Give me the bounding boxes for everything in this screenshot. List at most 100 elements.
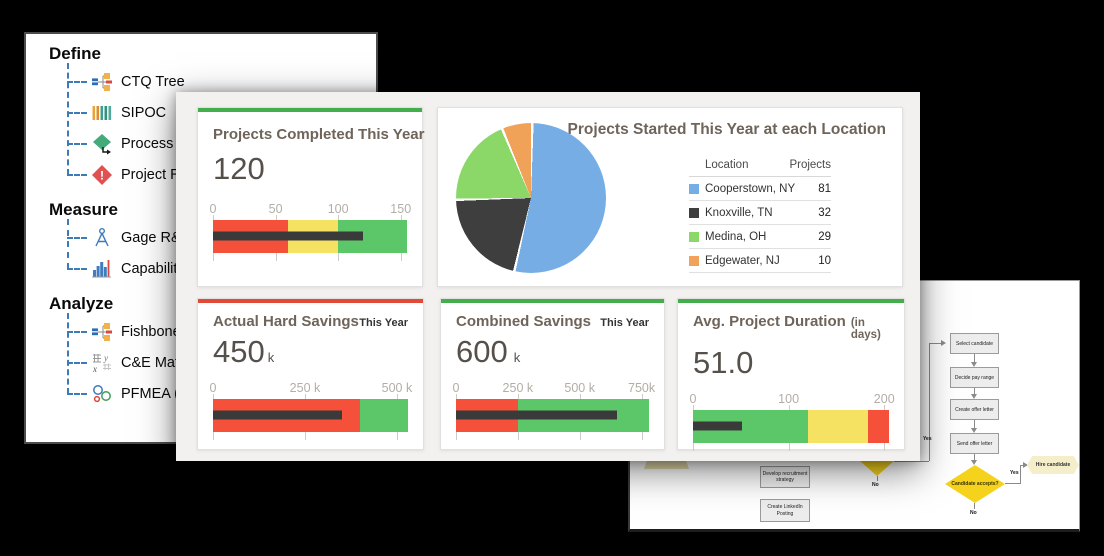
tree-item-gage-r-r[interactable]: Gage R&R	[67, 222, 376, 253]
sipoc-icon	[91, 102, 113, 124]
axis-tick-label: 0	[689, 391, 697, 406]
tree-connector	[67, 111, 87, 114]
tree-item-label: Gage R&R	[121, 229, 192, 246]
pie-card-projects-started[interactable]: Projects Started This Year at each Locat…	[437, 107, 903, 287]
tree-connector	[67, 361, 87, 364]
flow-connector	[877, 476, 878, 481]
axis-tick-label: 0	[209, 201, 217, 216]
card-period-label: This Year	[359, 317, 408, 329]
legend-swatch	[689, 231, 699, 242]
yes-branch-label: Yes	[923, 436, 932, 442]
tree-item-label: Fishbone	[121, 323, 181, 340]
axis-tick-label: 500 k	[564, 380, 595, 395]
arrow-right-icon	[1023, 462, 1028, 468]
bullet-chart-hard-savings: 0 250 k 500 k	[210, 380, 413, 440]
card-accent-bar	[198, 299, 423, 303]
legend-swatch	[689, 255, 699, 266]
tree-item-sipoc[interactable]: SIPOC	[67, 97, 376, 128]
project-risk-icon: !	[91, 164, 113, 186]
flow-connector	[1020, 465, 1025, 466]
legend-value: 81	[818, 182, 831, 195]
flow-terminal-hire-candidate[interactable]: Hire candidate	[1027, 456, 1079, 474]
card-title: Actual Hard Savings	[213, 313, 359, 330]
pie-legend: Location Projects Cooperstown, NY 81 Knoxv…	[689, 154, 831, 273]
axis-tick-label: 0	[452, 380, 460, 395]
svg-text:y: y	[103, 353, 108, 363]
axis-tick-label: 250 k	[502, 380, 534, 395]
flow-connector	[974, 420, 975, 428]
tree-connector	[67, 173, 87, 176]
card-title: Combined Savings	[456, 313, 592, 330]
flow-decision-candidate-accepts[interactable]: Candidate accepts?	[945, 465, 1005, 503]
bullet-axis: 0 100 200	[689, 391, 895, 410]
bullet-measure-bar	[213, 410, 342, 420]
tree-item-fishbone[interactable]: Fishbone	[67, 316, 376, 347]
card-title: Avg. Project Duration	[693, 313, 846, 330]
tree-item-label: SIPOC	[121, 104, 167, 121]
tree-connector	[67, 142, 87, 145]
flow-step-create-linkedin-posting[interactable]: Create LinkedIn Posting	[760, 499, 810, 522]
flow-connector	[974, 503, 975, 509]
flow-connector	[1020, 465, 1021, 484]
legend-value: 10	[818, 254, 831, 267]
yes-branch-label: Yes	[1010, 470, 1019, 476]
bullet-axis: 0 250 k 500 k 750k	[452, 380, 656, 399]
tree-item-label: CTQ Tree	[121, 73, 185, 90]
legend-header-location: Location	[705, 159, 749, 171]
fishbone-icon	[91, 321, 113, 343]
arrow-down-icon	[971, 460, 977, 465]
bullet-measure-bar	[213, 231, 364, 241]
bullet-bar	[213, 214, 407, 261]
kpi-value: 450 k	[213, 334, 275, 369]
flow-step-decide-pay-range[interactable]: Decide pay range	[950, 367, 999, 388]
flow-step-create-offer-letter[interactable]: Create offer letter	[950, 399, 999, 420]
axis-tick-label: 100	[327, 201, 349, 216]
tree-connector	[67, 392, 87, 395]
pie-legend-body: Cooperstown, NY 81 Knoxville, TN 32 Medina, …	[689, 177, 831, 273]
legend-header-projects: Projects	[789, 159, 831, 171]
legend-row: Knoxville, TN 32	[689, 201, 831, 225]
bullet-chart-projects-completed: 0 50 100 150	[209, 201, 411, 261]
pie-chart[interactable]	[456, 123, 606, 273]
pfmea-icon	[91, 383, 113, 405]
legend-label: Medina, OH	[705, 230, 767, 243]
card-period-label: This Year	[600, 317, 649, 329]
flow-connector	[1005, 483, 1020, 484]
flow-step-develop-recruitment-strategy[interactable]: Develop recruitment strategy	[760, 466, 810, 488]
kpi-card-projects-completed[interactable]: Projects Completed This Year 120 0 50 100 1…	[197, 107, 425, 287]
legend-label: Edgewater, NJ	[705, 254, 780, 267]
tree-connector	[67, 330, 87, 333]
kpi-value: 120	[213, 151, 265, 186]
tree-connector	[67, 267, 87, 270]
axis-tick-label: 200	[873, 391, 895, 406]
tree-item-ctq-tree[interactable]: CTQ Tree	[67, 66, 376, 97]
flow-connector	[929, 343, 941, 344]
kpi-value: 51.0	[693, 345, 754, 380]
kpi-card-actual-hard-savings[interactable]: Actual Hard Savings This Year 450 k 0 250 …	[197, 298, 424, 450]
kpi-card-combined-savings[interactable]: Combined Savings This Year 600 k 0 250 k 50…	[440, 298, 665, 450]
tree-section-title: Measure	[49, 200, 118, 219]
process-map-icon	[91, 133, 113, 155]
card-title: Projects Completed This Year	[213, 126, 425, 143]
tree-item-c-e-matrix[interactable]: y x C&E Matrix	[67, 347, 376, 378]
ctq-tree-icon	[91, 71, 113, 93]
flow-connector	[974, 454, 975, 460]
bullet-range-band	[360, 398, 408, 432]
bullet-chart-combined-savings: 0 250 k 500 k 750k	[452, 380, 656, 440]
no-branch-label: No	[970, 510, 977, 516]
bullet-axis: 0 250 k 500 k	[210, 380, 413, 399]
bullet-measure-bar	[693, 421, 742, 431]
tree-section-items: Gage R&R Capability	[67, 219, 376, 284]
axis-tick-label: 100	[778, 391, 800, 406]
legend-row: Medina, OH 29	[689, 225, 831, 249]
bullet-range-band	[807, 409, 868, 443]
tree: Define CTQ Tree SIPOC Process Map! Project R…	[26, 34, 376, 442]
axis-tick-label: 250 k	[289, 380, 321, 395]
legend-label: Cooperstown, NY	[705, 182, 796, 195]
tree-item-capability[interactable]: Capability	[67, 253, 376, 284]
kpi-card-avg-project-duration[interactable]: Avg. Project Duration (in days) 51.0 0 10…	[677, 298, 905, 451]
flow-step-send-offer-letter[interactable]: Send offer letter	[950, 433, 999, 454]
flow-step-select-candidate[interactable]: Select candidate	[950, 333, 999, 354]
tree-connector	[67, 236, 87, 239]
